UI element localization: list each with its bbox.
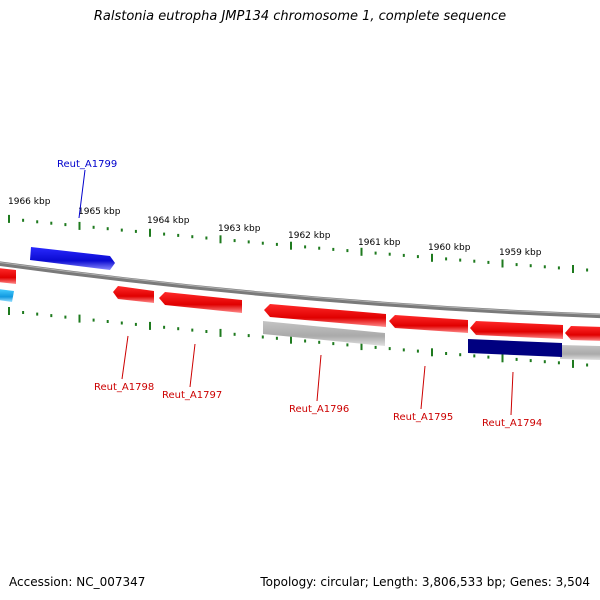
gene-arrow-reut-a1797[interactable] — [159, 292, 242, 313]
chromosome-backbone — [0, 261, 600, 319]
gene-arrow-reut-a1794[interactable] — [470, 321, 563, 339]
gene-arrow-reut-a1799[interactable] — [30, 247, 115, 270]
gene-arrow-partial[interactable] — [565, 326, 600, 341]
tick-label: 1962 kbp — [288, 231, 331, 241]
gene-label-reut-a1796[interactable]: Reut_A1796 — [289, 404, 349, 415]
tick-label: 1961 kbp — [358, 238, 401, 248]
feature-bar-navy[interactable] — [468, 339, 562, 357]
gene-label-reut-a1795[interactable]: Reut_A1795 — [393, 412, 453, 423]
tick-label: 1965 kbp — [78, 207, 121, 217]
gene-fragment-red[interactable] — [0, 268, 16, 284]
gene-label-reut-a1799[interactable]: Reut_A1799 — [57, 159, 117, 170]
tick-label: 1960 kbp — [428, 243, 471, 253]
feature-bar-gray[interactable] — [560, 345, 600, 360]
leader-line-reut-a1797 — [189, 343, 196, 388]
accession-text: Accession: NC_007347 — [9, 575, 146, 589]
summary-text: Topology: circular; Length: 3,806,533 bp… — [260, 575, 590, 589]
gene-label-reut-a1794[interactable]: Reut_A1794 — [482, 418, 542, 429]
feature-bar-gray[interactable] — [263, 321, 385, 346]
leader-line-reut-a1795 — [420, 365, 426, 410]
tick-label: 1963 kbp — [218, 224, 261, 234]
tick-label: 1964 kbp — [147, 216, 190, 226]
map-title: Ralstonia eutropha JMP134 chromosome 1, … — [93, 9, 507, 24]
leader-line-reut-a1798 — [121, 335, 129, 380]
tick-label: 1959 kbp — [499, 248, 542, 258]
tick-label: 1966 kbp — [8, 197, 51, 207]
tick-row-upper — [8, 214, 589, 273]
leader-line-reut-a1794 — [510, 371, 514, 416]
gene-arrow-reut-a1798[interactable] — [113, 286, 154, 303]
gene-label-reut-a1797[interactable]: Reut_A1797 — [162, 390, 222, 401]
leader-line-reut-a1796 — [316, 354, 322, 402]
gene-arrow-reut-a1795[interactable] — [389, 315, 468, 333]
tick-row-lower — [8, 307, 589, 368]
gene-fragment-cyan[interactable] — [0, 289, 14, 302]
gene-label-reut-a1798[interactable]: Reut_A1798 — [94, 382, 154, 393]
leader-line-reut-a1799 — [78, 169, 86, 219]
gene-arrow-reut-a1796[interactable] — [264, 304, 386, 327]
